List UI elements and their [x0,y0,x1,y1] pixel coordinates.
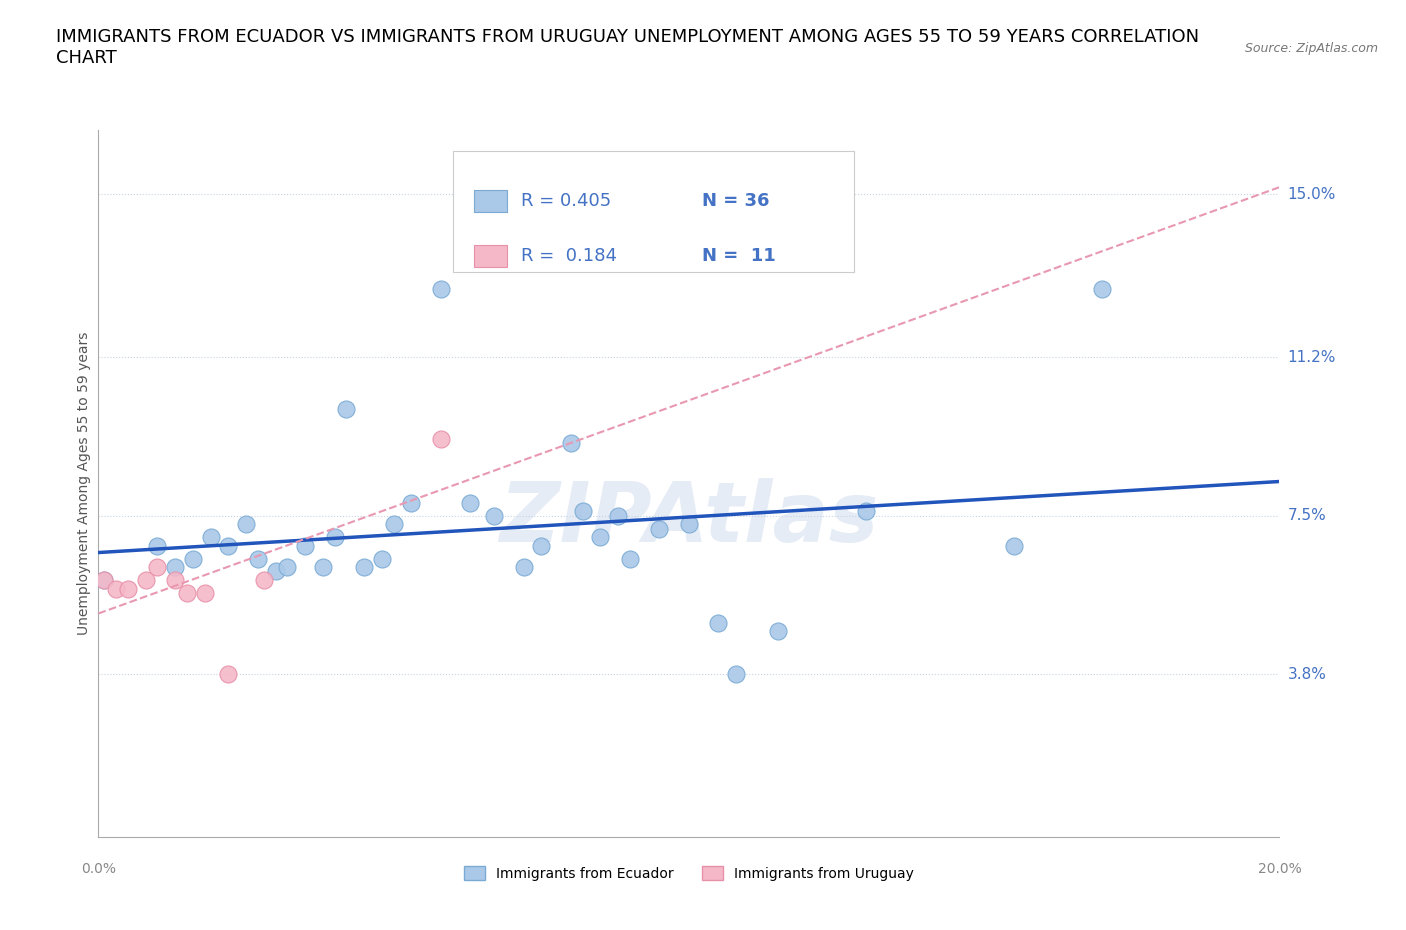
Point [217,538,239,553]
Point [607,509,630,524]
Bar [474,246,508,267]
Text: 11.2%: 11.2% [1288,350,1336,365]
Point [194,585,217,600]
Point [93,573,115,588]
Point [264,564,287,578]
Point [1091,281,1114,296]
Point [335,401,357,416]
Point [253,573,276,588]
Point [855,504,877,519]
Point [217,667,239,682]
Point [648,521,671,536]
Text: 3.8%: 3.8% [1288,667,1327,682]
Point [430,281,453,296]
Point [353,560,375,575]
Legend: Immigrants from Ecuador, Immigrants from Uruguay: Immigrants from Ecuador, Immigrants from… [458,860,920,886]
Text: 15.0%: 15.0% [1288,187,1336,202]
Point [482,509,505,524]
Text: 0.0%: 0.0% [82,862,115,876]
Point [181,551,204,566]
Point [766,624,789,639]
Text: N =  11: N = 11 [702,247,776,265]
Point [371,551,394,566]
Point [105,581,128,596]
Point [294,538,316,553]
Point [725,667,748,682]
Point [512,560,534,575]
Point [530,538,553,553]
Text: 20.0%: 20.0% [1257,862,1302,876]
Text: N = 36: N = 36 [702,192,769,210]
Point [430,432,453,446]
Text: 7.5%: 7.5% [1288,508,1326,524]
Point [246,551,269,566]
Point [312,560,335,575]
Y-axis label: Unemployment Among Ages 55 to 59 years: Unemployment Among Ages 55 to 59 years [77,332,91,635]
Point [589,530,612,545]
Point [146,538,169,553]
Point [382,517,405,532]
Point [146,560,169,575]
Point [619,551,641,566]
Point [200,530,222,545]
Point [93,573,115,588]
Point [707,616,730,631]
Point [560,435,582,450]
Point [571,504,593,519]
Point [117,581,139,596]
Text: IMMIGRANTS FROM ECUADOR VS IMMIGRANTS FROM URUGUAY UNEMPLOYMENT AMONG AGES 55 TO: IMMIGRANTS FROM ECUADOR VS IMMIGRANTS FR… [56,28,1199,67]
Point [401,496,423,511]
Point [460,496,482,511]
Text: ZIPAtlas: ZIPAtlas [499,478,879,560]
Point [165,573,187,588]
Point [235,517,257,532]
Point [323,530,346,545]
Bar [474,190,508,212]
Point [176,585,198,600]
Point [1002,538,1025,553]
FancyBboxPatch shape [453,152,855,272]
Point [165,560,187,575]
Text: R = 0.405: R = 0.405 [522,192,612,210]
Point [276,560,298,575]
Text: Source: ZipAtlas.com: Source: ZipAtlas.com [1244,42,1378,55]
Point [678,517,700,532]
Point [135,573,157,588]
Text: R =  0.184: R = 0.184 [522,247,617,265]
